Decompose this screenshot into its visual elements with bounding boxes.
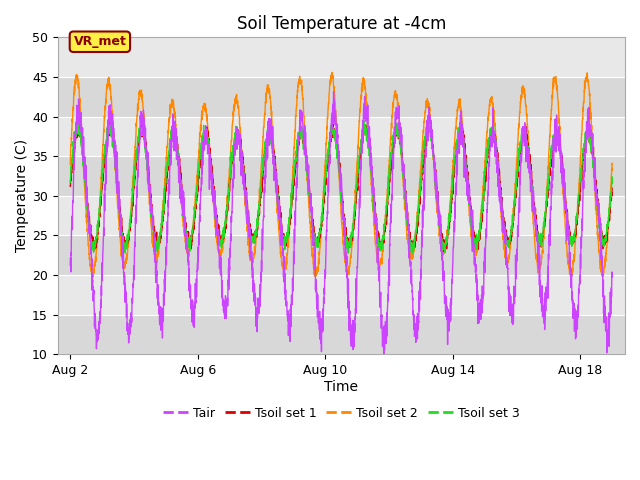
Text: VR_met: VR_met: [74, 35, 126, 48]
Bar: [58, 77, 625, 117]
Bar: [58, 235, 625, 275]
X-axis label: Time: Time: [324, 380, 358, 394]
Bar: [58, 314, 625, 354]
Bar: [58, 275, 625, 314]
Legend: Tair, Tsoil set 1, Tsoil set 2, Tsoil set 3: Tair, Tsoil set 1, Tsoil set 2, Tsoil se…: [157, 402, 525, 424]
Bar: [58, 156, 625, 196]
Bar: [58, 196, 625, 235]
Bar: [58, 117, 625, 156]
Bar: [58, 37, 625, 77]
Y-axis label: Temperature (C): Temperature (C): [15, 139, 29, 252]
Title: Soil Temperature at -4cm: Soil Temperature at -4cm: [237, 15, 446, 33]
